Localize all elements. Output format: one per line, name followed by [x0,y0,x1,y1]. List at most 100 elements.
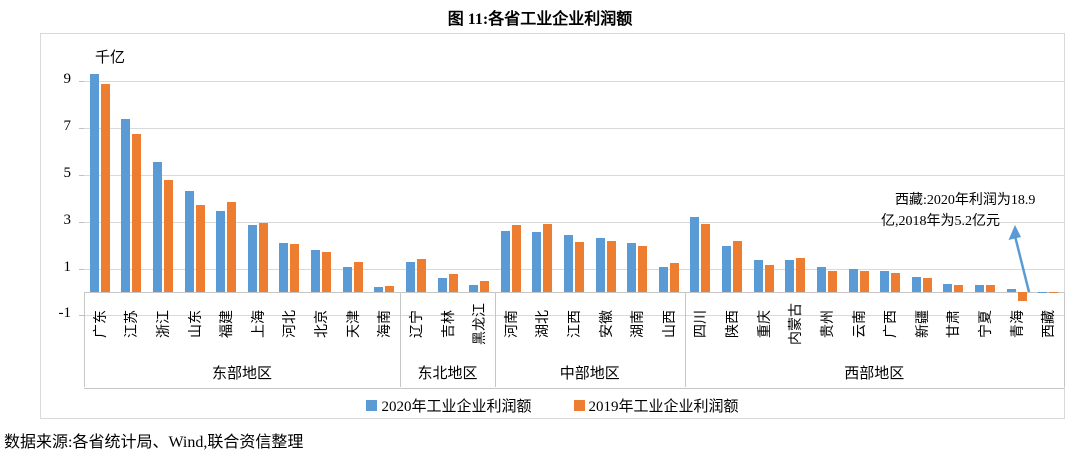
category-label-text: 湖北 [536,310,552,338]
category-label-text: 辽宁 [409,310,425,338]
y-tick-label: 5 [63,165,72,181]
category-label-text: 天津 [346,310,362,338]
y-tick-mark [79,81,84,83]
chart-title: 图 11:各省工业企业利润额 [447,11,633,28]
y-axis-unit-label: 千亿 [95,50,126,66]
bar-2019 [827,270,837,292]
category-label-text: 内蒙古 [789,303,805,345]
bar-2019 [100,83,110,292]
bar-2020 [311,249,321,292]
chart-legend: 2020年工业企业利润额 2019年工业企业利润额 [41,395,1064,416]
category-label: 贵州 [811,292,843,356]
bar-2020 [121,118,131,292]
legend-item-2019: 2019年工业企业利润额 [573,395,739,416]
category-label: 湖北 [527,292,559,356]
bar-2020 [1006,289,1016,292]
region-divider [684,292,686,387]
bar-2019 [258,222,268,292]
category-label-text: 江苏 [125,310,141,338]
category-label: 海南 [369,292,401,356]
bar-2020 [153,162,163,292]
bar-2020 [437,277,447,292]
y-tick-mark [79,221,84,223]
category-label: 湖南 [621,292,653,356]
bar-2019 [385,286,395,292]
bar-2020 [342,267,352,292]
bar-2020 [848,268,858,292]
category-label-text: 新疆 [915,310,931,338]
bar-2019 [669,262,679,292]
legend-swatch-2019-icon [573,400,585,411]
region-label: 中部地区 [559,366,620,382]
category-label-text: 青海 [1010,310,1026,338]
bar-2020 [184,191,194,292]
category-label: 辽宁 [400,292,432,356]
bar-2019 [290,244,300,292]
chart-area: 千亿 西藏:2020年利润为18.9 亿,2018年为5.2亿元 2020年工业… [40,33,1065,419]
bar-2020 [690,217,700,292]
gridline [84,268,1064,270]
bar-2020 [943,283,953,292]
legend-label-2019: 2019年工业企业利润额 [588,399,739,415]
category-label: 浙江 [147,292,179,356]
bar-2019 [543,224,553,292]
bar-2020 [216,211,226,292]
gridline [84,128,1064,130]
bar-2019 [574,241,584,292]
category-label: 河北 [274,292,306,356]
category-label-text: 福建 [220,310,236,338]
category-label: 宁夏 [969,292,1001,356]
category-label: 山西 [653,292,685,356]
category-label-area [84,292,1064,389]
category-label: 天津 [337,292,369,356]
category-label: 江西 [558,292,590,356]
legend-item-2020: 2020年工业企业利润额 [366,395,532,416]
category-label-text: 山西 [662,310,678,338]
bar-2020 [722,246,732,292]
region-divider [84,292,85,387]
bar-2020 [469,284,479,292]
gridline [84,221,1064,223]
bar-2019 [922,277,932,292]
bar-2020 [247,225,257,292]
category-label: 福建 [210,292,242,356]
legend-swatch-2020-icon [366,400,378,411]
bar-2020 [500,231,510,292]
bar-2020 [785,260,795,292]
category-label-text: 湖南 [631,310,647,338]
category-label: 云南 [843,292,875,356]
y-tick-mark [79,315,84,317]
bar-2019 [322,252,332,292]
y-tick-label: 7 [63,118,72,135]
category-label-text: 贵州 [820,310,836,338]
bar-2019 [353,261,363,292]
category-label: 内蒙古 [779,292,811,356]
annotation-line-1: 西藏:2020年利润为18.9 [895,193,1036,208]
category-label-text: 四川 [694,310,710,338]
category-label-text: 安徽 [599,310,615,338]
bar-2019 [859,270,869,292]
region-divider [1064,292,1065,387]
bar-2019 [511,225,521,292]
category-label-text: 广西 [884,310,900,338]
bar-2020 [532,232,542,292]
data-source-note: 数据来源:各省统计局、Wind,联合资信整理 [4,434,304,451]
bar-2020 [627,242,637,292]
y-tick-mark [79,175,84,176]
category-label: 四川 [685,292,717,356]
category-label-text: 河南 [504,310,520,338]
region-divider [400,292,402,387]
bar-2019 [606,240,616,292]
category-label-text: 河北 [283,310,299,338]
y-tick-label: -1 [58,305,72,322]
gridline [84,81,1064,83]
region-divider [494,292,496,387]
category-label-text: 陕西 [726,310,742,338]
region-label: 东部地区 [212,366,273,382]
y-tick-mark [79,128,84,130]
legend-label-2020: 2020年工业企业利润额 [381,399,532,415]
category-label: 河南 [495,292,527,356]
bar-2020 [658,267,668,292]
annotation-line-2: 亿,2018年为5.2亿元 [881,214,1000,229]
y-tick-label: 9 [63,71,72,88]
